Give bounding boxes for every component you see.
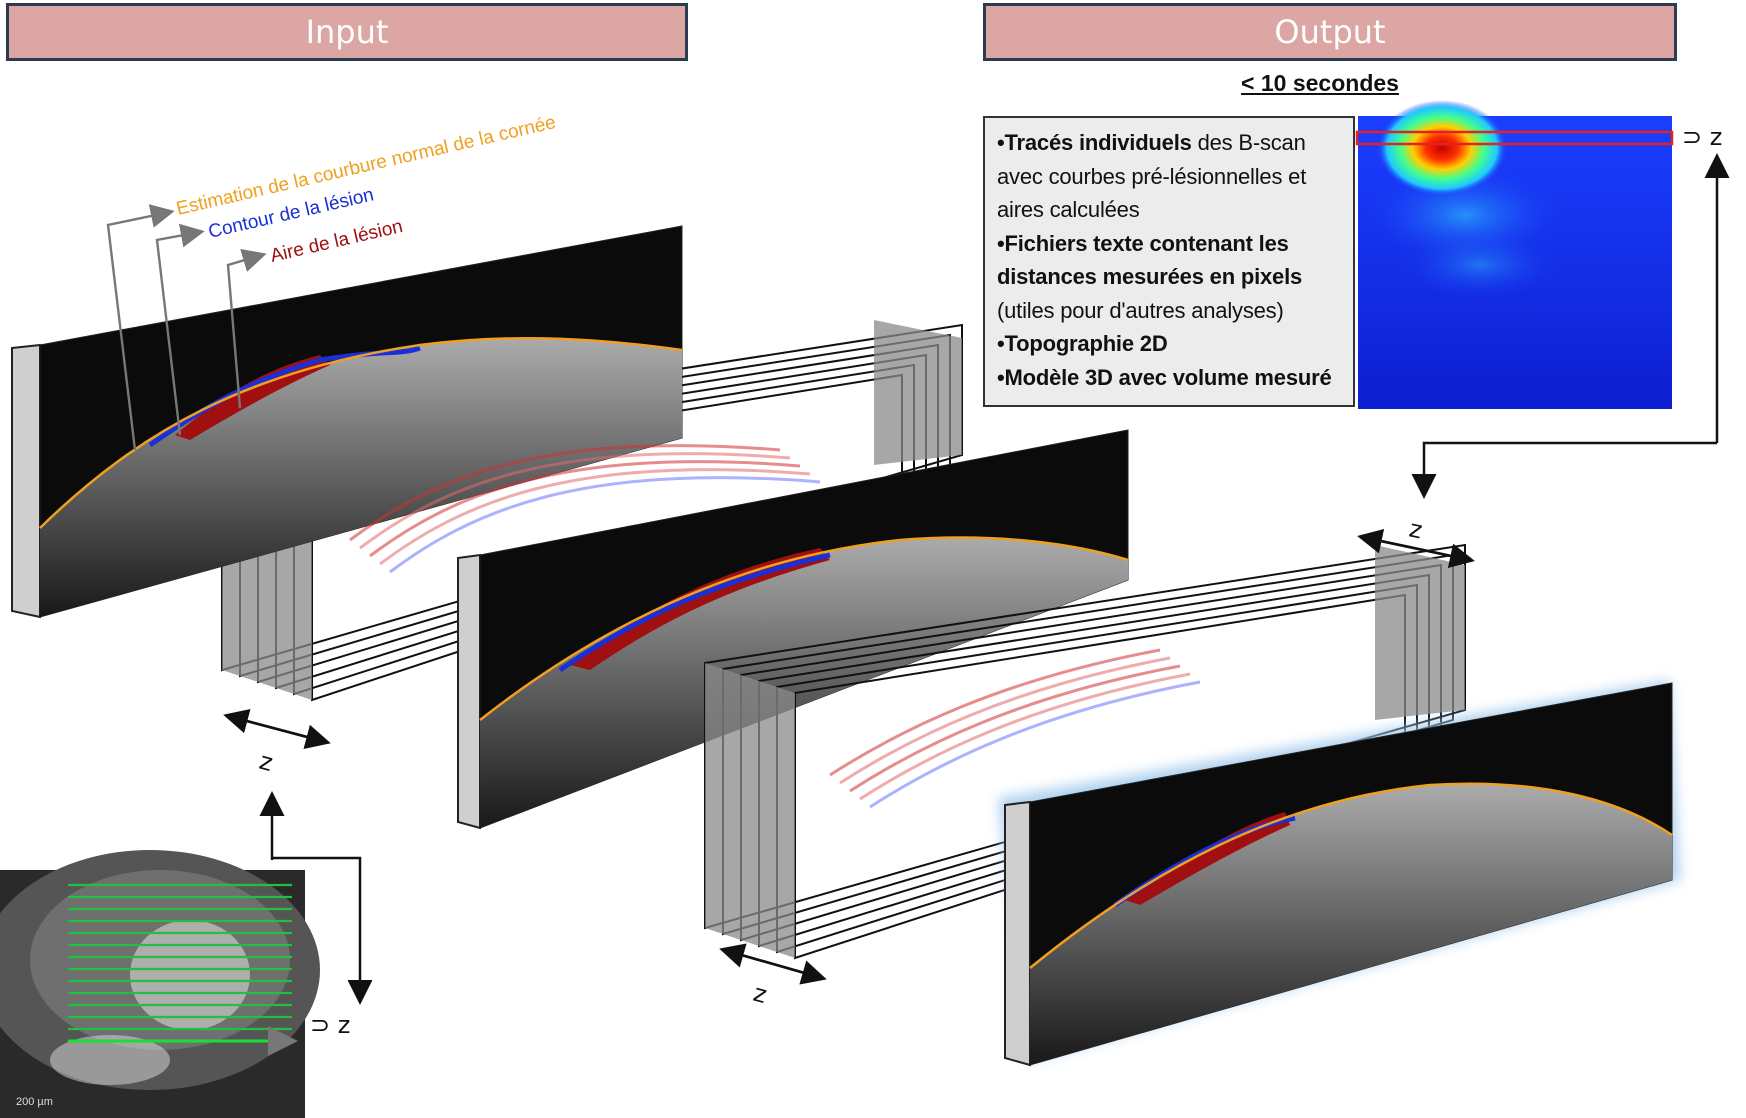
heatmap-connector [1411, 153, 1730, 499]
fundus-connector [259, 791, 373, 1005]
curvature-line [39, 336, 683, 529]
fundus-image: 200 µm [0, 850, 320, 1118]
output-item: •Fichiers texte contenant les distances … [997, 230, 1303, 323]
input-header: Input [6, 3, 688, 61]
scale-bar: 200 µm [16, 1096, 53, 1108]
depth-symbol-input: ⊃ z [310, 1011, 350, 1039]
output-item: •Tracés individuels des B-scan avec cour… [997, 130, 1307, 222]
depth-symbol-output: ⊃ z [1682, 123, 1722, 151]
z-axis-label: z [256, 747, 275, 777]
output-header: Output [983, 3, 1677, 61]
z-axis-label: z [750, 979, 769, 1009]
topography-heatmap [1355, 100, 1674, 409]
selected-slice [1355, 130, 1674, 146]
time-label: < 10 secondes [1241, 70, 1399, 96]
output-list: •Tracés individuels des B-scan avec cour… [983, 116, 1355, 407]
z-axis-label: z [1407, 514, 1425, 544]
lesion-area [175, 355, 330, 440]
output-item: •Topographie 2D [997, 331, 1168, 356]
lesion-contour [148, 345, 421, 448]
bscan-output [998, 680, 1680, 1067]
output-item: •Modèle 3D avec volume mesuré [997, 364, 1332, 390]
scan-lines [68, 883, 298, 1056]
